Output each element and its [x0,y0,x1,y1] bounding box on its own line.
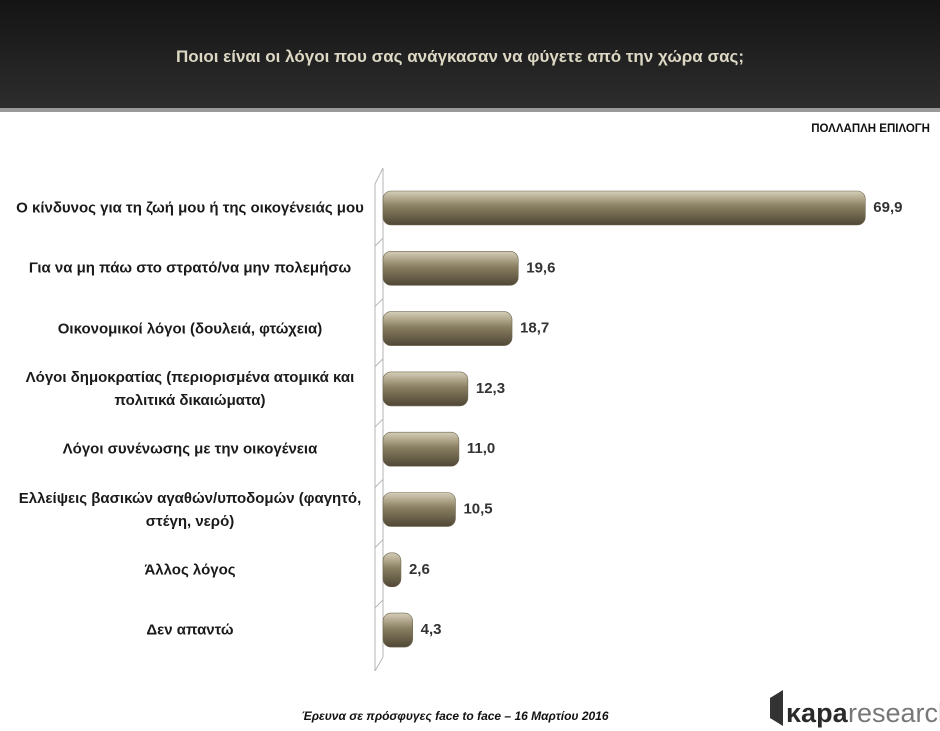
category-label: Δεν απαντώ [146,621,234,639]
header-rule [0,108,940,112]
bar [382,612,413,648]
header [0,0,940,108]
logo-icon [770,690,783,726]
bar [382,431,460,467]
category-label: Ελλείψεις βασικών αγαθών/υποδομών (φαγητ… [18,489,362,530]
category-label: Άλλος λόγος [144,561,236,579]
footnote: Έρευνα σε πρόσφυγες face to face – 16 Μα… [301,709,608,723]
logo: κapa research [770,690,940,728]
value-label: 11,0 [467,440,495,457]
axis-tick [374,599,384,609]
logo-text: research [848,698,940,728]
value-label: 12,3 [476,380,505,397]
category-label: Για να μη πάω στο στρατό/να μην πολεμήσω [28,259,352,277]
category-label: Λόγοι δημοκρατίας (περιορισμένα ατομικά … [25,368,355,409]
logo-text: κapa [786,698,849,728]
category-label: Ο κίνδυνος για τη ζωή μου ή της οικογένε… [16,199,364,217]
value-label: 69,9 [873,199,902,216]
value-label: 19,6 [526,259,555,276]
axis-tick [374,418,384,428]
value-label: 2,6 [409,561,430,578]
category-label: Οικονομικοί λόγοι (δουλειά, φτώχεια) [57,320,323,338]
category-label: Λόγοι συνένωσης με την οικογένεια [62,440,318,458]
axis-tick [374,237,384,247]
value-label: 4,3 [421,621,442,638]
axis-tick [374,539,384,549]
bar [382,552,402,588]
chart-title: Ποιοι είναι οι λόγοι που σας ανάγκασαν ν… [176,47,744,66]
bar [382,371,469,407]
axis-wall [374,167,384,672]
value-label: 18,7 [520,320,549,337]
bar [382,311,513,346]
value-label: 10,5 [463,500,492,517]
axis-tick [374,478,384,488]
axis-tick [374,298,384,307]
subtitle: ΠΟΛΛΑΠΛΗ ΕΠΙΛΟΓΗ [811,123,930,135]
bar [382,190,866,226]
bar [382,251,519,286]
axis-tick [374,358,384,368]
bar [382,492,456,527]
